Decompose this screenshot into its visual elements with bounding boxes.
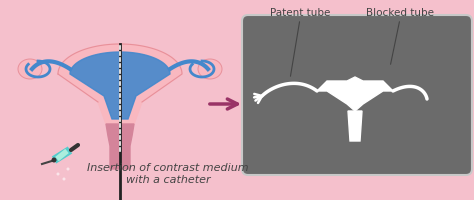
Polygon shape [317, 78, 393, 111]
Text: with a catheter: with a catheter [126, 174, 210, 184]
FancyBboxPatch shape [242, 16, 472, 175]
Circle shape [56, 173, 60, 176]
Polygon shape [58, 45, 182, 124]
Text: Patent tube: Patent tube [270, 8, 330, 18]
Polygon shape [70, 53, 170, 119]
Ellipse shape [18, 60, 42, 80]
Circle shape [52, 158, 56, 163]
Text: Insertion of contrast medium: Insertion of contrast medium [87, 162, 249, 172]
Polygon shape [106, 124, 134, 169]
Polygon shape [348, 111, 362, 141]
Text: Blocked tube: Blocked tube [366, 8, 434, 18]
Circle shape [63, 178, 65, 181]
Ellipse shape [198, 60, 222, 80]
Circle shape [66, 168, 70, 171]
